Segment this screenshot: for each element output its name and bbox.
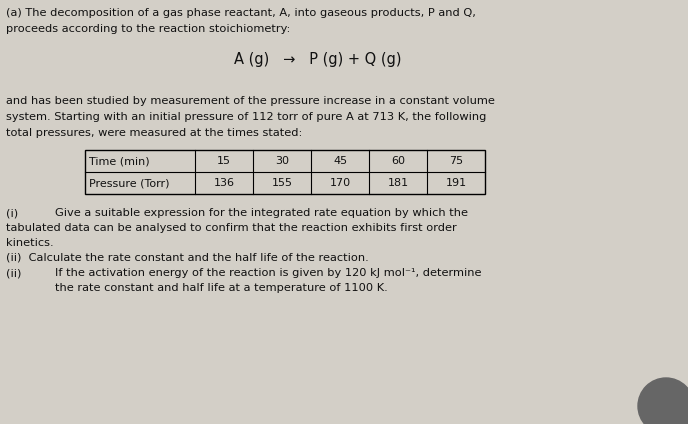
Text: 191: 191 bbox=[445, 178, 466, 188]
Text: tabulated data can be analysed to confirm that the reaction exhibits first order: tabulated data can be analysed to confir… bbox=[6, 223, 457, 233]
Text: If the activation energy of the reaction is given by 120 kJ mol⁻¹, determine: If the activation energy of the reaction… bbox=[55, 268, 482, 278]
Text: the rate constant and half life at a temperature of 1100 K.: the rate constant and half life at a tem… bbox=[55, 283, 388, 293]
Text: 136: 136 bbox=[213, 178, 235, 188]
Text: Pressure (Torr): Pressure (Torr) bbox=[89, 178, 169, 188]
Text: (ii): (ii) bbox=[6, 268, 21, 278]
Text: and has been studied by measurement of the pressure increase in a constant volum: and has been studied by measurement of t… bbox=[6, 96, 495, 106]
Text: 155: 155 bbox=[272, 178, 292, 188]
Text: 170: 170 bbox=[330, 178, 351, 188]
Text: A (g)   →   P (g) + Q (g): A (g) → P (g) + Q (g) bbox=[234, 52, 401, 67]
Text: 30: 30 bbox=[275, 156, 289, 166]
Text: 60: 60 bbox=[391, 156, 405, 166]
Text: Time (min): Time (min) bbox=[89, 156, 149, 166]
Text: proceeds according to the reaction stoichiometry:: proceeds according to the reaction stoic… bbox=[6, 24, 290, 34]
Text: 15: 15 bbox=[217, 156, 231, 166]
Text: 45: 45 bbox=[333, 156, 347, 166]
Text: 75: 75 bbox=[449, 156, 463, 166]
Circle shape bbox=[638, 378, 688, 424]
Text: (i): (i) bbox=[6, 208, 18, 218]
Text: system. Starting with an initial pressure of 112 torr of pure A at 713 K, the fo: system. Starting with an initial pressur… bbox=[6, 112, 486, 122]
Text: total pressures, were measured at the times stated:: total pressures, were measured at the ti… bbox=[6, 128, 302, 138]
Text: kinetics.: kinetics. bbox=[6, 238, 54, 248]
Text: (ii)  Calculate the rate constant and the half life of the reaction.: (ii) Calculate the rate constant and the… bbox=[6, 253, 369, 263]
Text: 181: 181 bbox=[387, 178, 409, 188]
Bar bbox=[85, 150, 485, 194]
Text: (a) The decomposition of a gas phase reactant, A, into gaseous products, P and Q: (a) The decomposition of a gas phase rea… bbox=[6, 8, 476, 18]
Text: Give a suitable expression for the integrated rate equation by which the: Give a suitable expression for the integ… bbox=[55, 208, 468, 218]
